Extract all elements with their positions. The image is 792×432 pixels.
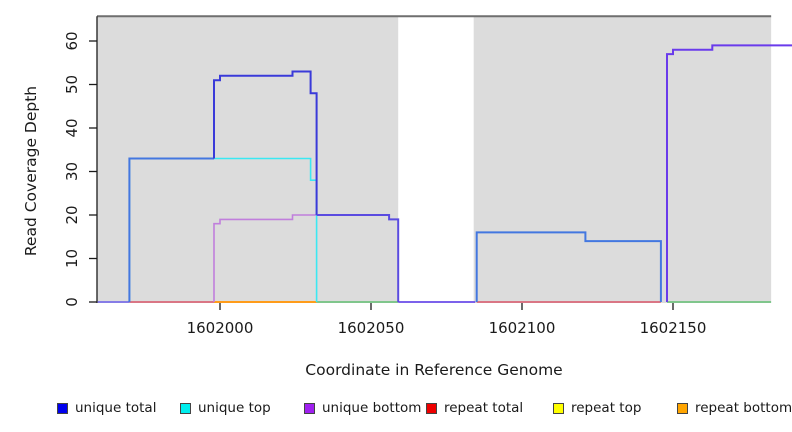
legend-swatch-icon bbox=[304, 402, 315, 414]
series-unique-total-bottom-overlap bbox=[316, 214, 400, 302]
x-tick-label: 1602100 bbox=[489, 319, 556, 337]
y-tick-label: 20 bbox=[63, 205, 81, 224]
y-tick-label: 0 bbox=[63, 297, 81, 307]
y-tick-label: 60 bbox=[63, 31, 81, 50]
legend-label: unique top bbox=[198, 400, 271, 416]
shaded-region-left bbox=[97, 16, 399, 304]
series-unique-total-right bbox=[475, 231, 662, 302]
legend-label: unique bottom bbox=[322, 400, 422, 416]
series-unique-bottom-steps bbox=[213, 214, 320, 302]
y-axis-title: Read Coverage Depth bbox=[22, 85, 40, 257]
legend-item-unique-total: unique total bbox=[57, 398, 156, 418]
legend-swatch-icon bbox=[553, 402, 564, 414]
y-tick-label: 40 bbox=[63, 118, 81, 137]
legend-item-unique-bottom: unique bottom bbox=[304, 398, 421, 418]
legend-item-repeat-top: repeat top bbox=[553, 398, 641, 418]
y-tick-label: 10 bbox=[63, 249, 81, 268]
legend-label: repeat top bbox=[571, 400, 642, 416]
x-tick-label: 1602000 bbox=[187, 319, 254, 337]
series-unique-total-left bbox=[128, 157, 214, 302]
legend-label: repeat bottom bbox=[695, 400, 792, 416]
x-tick-label: 1602150 bbox=[640, 319, 707, 337]
series-unique-bottom-right-overlap bbox=[666, 44, 792, 302]
legend-label: unique total bbox=[75, 400, 157, 416]
x-axis-title: Coordinate in Reference Genome bbox=[305, 361, 563, 379]
x-tick-label: 1602050 bbox=[338, 319, 405, 337]
legend-item-repeat-bottom: repeat bottom bbox=[677, 398, 792, 418]
legend-swatch-icon bbox=[426, 402, 437, 414]
legend-swatch-icon bbox=[677, 402, 688, 414]
legend-swatch-icon bbox=[180, 402, 191, 414]
legend-item-unique-top: unique top bbox=[180, 398, 271, 418]
y-tick-label: 50 bbox=[63, 75, 81, 94]
shaded-region-right bbox=[473, 16, 772, 304]
legend-swatch-icon bbox=[57, 402, 68, 414]
series-unique-total-peak bbox=[213, 70, 318, 215]
legend-label: repeat total bbox=[444, 400, 524, 416]
legend-item-repeat-total: repeat total bbox=[426, 398, 523, 418]
y-tick-label: 30 bbox=[63, 162, 81, 181]
